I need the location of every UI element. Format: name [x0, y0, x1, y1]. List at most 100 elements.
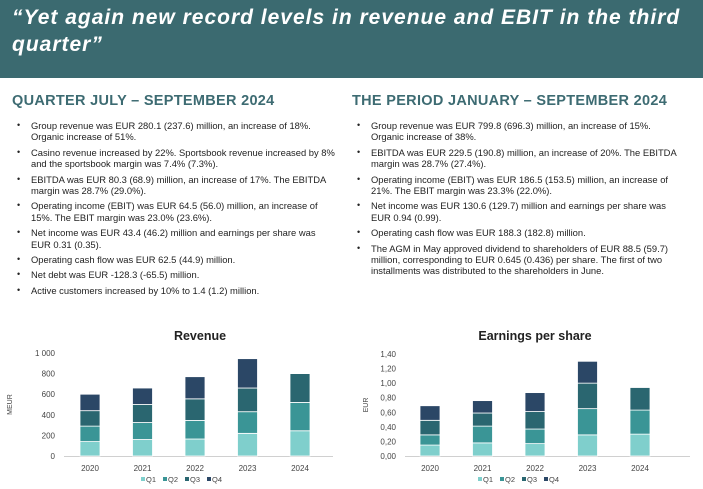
right-section-title: THE PERIOD JANUARY – SEPTEMBER 2024 — [352, 93, 668, 109]
bar-2020-q3 — [419, 419, 441, 436]
bar-2020-q4 — [419, 405, 441, 421]
y-tick-label: 800 — [42, 370, 56, 379]
left-section-bullet: Active customers increased by 10% to 1.4… — [12, 285, 337, 297]
bar-2022-q4 — [524, 392, 546, 412]
y-tick-label: 0,00 — [380, 452, 396, 461]
y-tick-label: 0,60 — [380, 408, 396, 417]
y-tick-label: 0,20 — [380, 437, 396, 446]
bar-2023-q2 — [237, 411, 258, 434]
eps-chart-title: Earnings per share — [478, 329, 592, 343]
legend-label: Q3 — [190, 475, 200, 484]
y-tick-label: 600 — [42, 390, 56, 399]
y-tick-label: 1,00 — [380, 379, 396, 388]
bar-2022-q1 — [524, 443, 546, 457]
bar-2023-q2 — [577, 408, 598, 436]
bar-2021-q1 — [472, 442, 493, 457]
bar-2023-q3 — [577, 382, 598, 410]
bar-2022-q2 — [524, 428, 546, 445]
y-axis-title: EUR — [363, 398, 370, 413]
y-tick-label: 0,80 — [380, 394, 396, 403]
right-section-bullet: Operating income (EBIT) was EUR 186.5 (1… — [352, 174, 682, 197]
x-tick-label: 2022 — [186, 464, 204, 473]
legend-label: Q3 — [527, 475, 537, 484]
y-tick-label: 1,20 — [380, 365, 396, 374]
legend-label: Q1 — [146, 475, 156, 484]
y-tick-label: 1 000 — [35, 349, 56, 358]
bar-2021-q3 — [472, 412, 493, 427]
bar-2024-q1 — [289, 430, 311, 457]
x-tick-label: 2020 — [81, 464, 99, 473]
left-section-bullet: Operating income (EBIT) was EUR 64.5 (56… — [12, 200, 337, 223]
right-section-bullet: Operating cash flow was EUR 188.3 (182.8… — [352, 227, 682, 239]
bar-2024-q3 — [629, 387, 651, 411]
bar-2024-q1 — [629, 433, 651, 457]
legend-swatch-q1 — [478, 477, 482, 481]
bar-2023-q1 — [237, 432, 258, 457]
legend-label: Q4 — [549, 475, 559, 484]
left-section-bullet: Casino revenue increased by 22%. Sportsb… — [12, 147, 337, 170]
x-tick-label: 2020 — [421, 464, 439, 473]
header-banner: “Yet again new record levels in revenue … — [0, 0, 703, 78]
left-section-bullet: Net income was EUR 43.4 (46.2) million a… — [12, 227, 337, 250]
legend-label: Q2 — [168, 475, 178, 484]
right-bullet-list: Group revenue was EUR 799.8 (696.3) mill… — [352, 120, 682, 281]
bar-2020-q1 — [419, 444, 441, 457]
right-section-bullet: The AGM in May approved dividend to shar… — [352, 243, 682, 277]
left-section-title: QUARTER JULY – SEPTEMBER 2024 — [12, 93, 275, 109]
bar-2022-q2 — [184, 420, 206, 440]
x-tick-label: 2023 — [239, 464, 257, 473]
x-tick-label: 2024 — [631, 464, 649, 473]
left-section-bullet: Net debt was EUR -128.3 (-65.5) million. — [12, 269, 337, 281]
bar-2021-q4 — [472, 400, 493, 414]
eps-chart: EUR 0,00 0,20 0,40 0,60 0,80 1,00 1,20 1,40 2020 2… — [363, 350, 690, 484]
page-title: “Yet again new record levels in revenue … — [12, 6, 681, 56]
x-tick-label: 2024 — [291, 464, 309, 473]
bar-2020-q1 — [79, 441, 101, 457]
left-section-bullet: EBITDA was EUR 80.3 (68.9) million, an i… — [12, 174, 337, 197]
legend-swatch-q3 — [522, 477, 526, 481]
revenue-chart: MEUR 0 200 400 600 800 1 000 2020 2021 2022 2023 20… — [7, 349, 333, 484]
legend-swatch-q4 — [544, 477, 548, 481]
bar-2023-q3 — [237, 387, 258, 413]
left-section-bullet: Group revenue was EUR 280.1 (237.6) mill… — [12, 120, 337, 143]
bar-2022-q3 — [524, 411, 546, 430]
legend-label: Q1 — [483, 475, 493, 484]
bar-2020-q3 — [79, 410, 101, 427]
bar-2021-q4 — [132, 387, 153, 405]
bar-2024-q2 — [289, 402, 311, 432]
bar-2024-q3 — [289, 373, 311, 403]
left-bullet-list: Group revenue was EUR 280.1 (237.6) mill… — [12, 120, 337, 300]
right-section-bullet: EBITDA was EUR 229.5 (190.8) million, an… — [352, 147, 682, 170]
legend-swatch-q4 — [207, 477, 211, 481]
bar-2023-q4 — [237, 358, 258, 389]
bar-2024-q2 — [629, 409, 651, 435]
x-tick-label: 2021 — [474, 464, 492, 473]
bar-2021-q2 — [472, 425, 493, 444]
bar-2021-q2 — [132, 422, 153, 440]
revenue-chart-title: Revenue — [173, 329, 227, 343]
legend-label: Q4 — [212, 475, 222, 484]
bar-2020-q2 — [79, 425, 101, 442]
bar-2023-q4 — [577, 360, 598, 384]
x-tick-label: 2022 — [526, 464, 544, 473]
legend-swatch-q1 — [141, 477, 145, 481]
y-axis-title: MEUR — [7, 394, 14, 415]
bar-2023-q1 — [577, 434, 598, 457]
y-tick-label: 1,40 — [380, 350, 396, 359]
legend-label: Q2 — [505, 475, 515, 484]
legend-swatch-q3 — [185, 477, 189, 481]
bar-2021-q3 — [132, 404, 153, 423]
right-section-bullet: Net income was EUR 130.6 (129.7) million… — [352, 200, 682, 223]
legend-swatch-q2 — [163, 477, 167, 481]
left-section-bullet: Operating cash flow was EUR 62.5 (44.9) … — [12, 254, 337, 266]
y-tick-label: 200 — [42, 431, 56, 440]
x-tick-label: 2021 — [134, 464, 152, 473]
bar-2022-q3 — [184, 398, 206, 421]
legend-swatch-q2 — [500, 477, 504, 481]
y-tick-label: 0,40 — [380, 423, 396, 432]
bar-2022-q1 — [184, 438, 206, 457]
right-section-bullet: Group revenue was EUR 799.8 (696.3) mill… — [352, 120, 682, 143]
y-tick-label: 0 — [51, 452, 56, 461]
bar-2022-q4 — [184, 376, 206, 400]
y-tick-label: 400 — [42, 411, 56, 420]
